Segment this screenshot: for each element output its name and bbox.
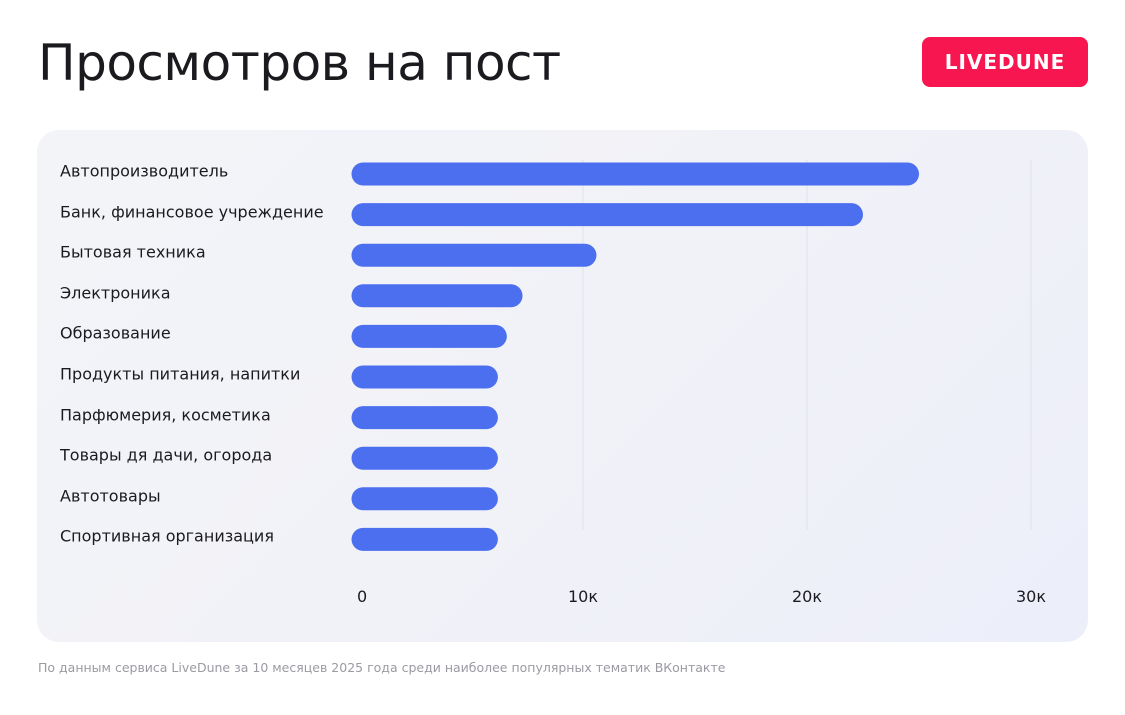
bar-chart: 0 10к 20к 30к [351, 160, 1046, 606]
category-label: Парфюмерия, косметика [60, 405, 271, 425]
footnote: По данным сервиса LiveDune за 10 месяцев… [38, 660, 726, 675]
bar [351, 243, 597, 267]
x-tick-label: 20к [792, 587, 822, 606]
bar [351, 487, 498, 511]
x-tick-label: 0 [357, 587, 367, 606]
x-tick-label: 10к [568, 587, 598, 606]
bar [351, 284, 523, 308]
bar [351, 446, 498, 470]
category-label: Товары дя дачи, огорода [60, 445, 273, 465]
category-label: Бытовая техника [60, 242, 206, 262]
category-label: Банк, финансовое учреждение [60, 202, 324, 222]
bars [351, 162, 919, 551]
category-label: Спортивная организация [60, 526, 274, 546]
bar [351, 527, 498, 551]
brand-logo: LIVEDUNE [922, 37, 1088, 87]
category-label: Образование [60, 323, 171, 343]
bar [351, 406, 498, 430]
category-label: Автопроизводитель [60, 161, 229, 181]
bar [351, 365, 498, 389]
bar [351, 324, 507, 348]
category-label: Автотовары [60, 486, 161, 506]
x-axis-ticks: 0 10к 20к 30к [357, 587, 1046, 606]
x-tick-label: 30к [1016, 587, 1046, 606]
bar [351, 162, 919, 186]
category-label: Электроника [60, 283, 171, 303]
page-title: Просмотров на пост [38, 34, 561, 92]
bar [351, 203, 863, 227]
category-label: Продукты питания, напитки [60, 364, 301, 384]
chart-card: 0 10к 20к 30к Автопроизводитель Банк, финанс… [37, 130, 1088, 642]
